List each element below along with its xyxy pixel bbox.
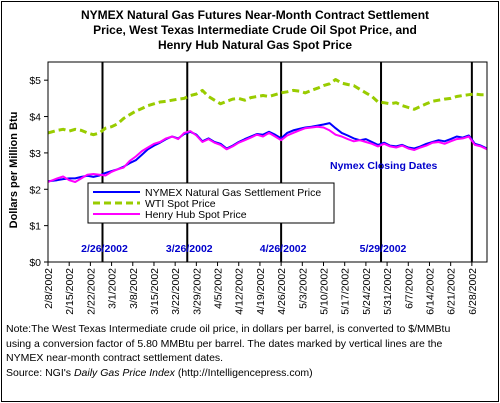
x-tick-label: 3/22/2002 <box>170 268 182 315</box>
chart-title: NYMEX Natural Gas Futures Near-Month Con… <box>40 8 470 53</box>
plot-area <box>47 61 488 263</box>
y-tick-label: $4 <box>29 112 41 124</box>
y-tick-label: $3 <box>29 148 41 160</box>
series-line-2 <box>47 125 488 183</box>
y-tick-label: $5 <box>29 75 41 87</box>
closing-date-label: 5/29/2002 <box>360 243 407 255</box>
x-tick-label: 3/1/2002 <box>107 268 119 309</box>
footnote: Note:The West Texas Intermediate crude o… <box>6 322 494 380</box>
x-tick-label: 4/12/2002 <box>234 268 246 315</box>
x-tick-label: 2/15/2002 <box>64 268 76 315</box>
x-tick-label: 5/17/2002 <box>340 268 352 315</box>
y-tick-label: $0 <box>29 257 41 269</box>
source-publication: Daily Gas Price Index <box>73 366 175 379</box>
legend-label: WTI Spot Price <box>145 198 216 210</box>
closing-dates-caption: Nymex Closing Dates <box>330 160 438 172</box>
x-tick-label: 3/8/2002 <box>128 268 140 309</box>
closing-date-label: 4/26/2002 <box>260 243 307 255</box>
x-tick-label: 2/22/2002 <box>85 268 97 315</box>
note-line-2: using a conversion factor of 5.80 MMBtu … <box>6 337 443 350</box>
x-tick-label: 5/3/2002 <box>297 268 309 309</box>
note-line-1: Note:The West Texas Intermediate crude o… <box>6 323 451 335</box>
x-tick-label: 3/15/2002 <box>149 268 161 315</box>
y-tick-label: $1 <box>29 221 41 233</box>
series-line-1 <box>47 78 487 137</box>
source-url: (http://Intelligencepress.com) <box>174 366 313 379</box>
x-tick-label: 5/24/2002 <box>361 268 373 315</box>
title-line-3: Henry Hub Natural Gas Spot Price <box>157 38 353 52</box>
x-tick-label: 6/21/2002 <box>446 268 458 315</box>
x-tick-label: 4/5/2002 <box>213 268 225 309</box>
title-line-2: Price, West Texas Intermediate Crude Oil… <box>93 23 417 37</box>
closing-date-label: 2/26/2002 <box>81 243 128 255</box>
x-tick-label: 2/8/2002 <box>43 268 55 309</box>
legend-label: NYMEX Natural Gas Settlement Price <box>145 187 321 199</box>
series-line-0 <box>47 122 488 183</box>
source-prefix: Source: NGI's <box>6 366 74 379</box>
legend-label: Henry Hub Spot Price <box>145 209 247 221</box>
note-source: Source: NGI's Daily Gas Price Index (htt… <box>6 366 494 381</box>
title-line-1: NYMEX Natural Gas Futures Near-Month Con… <box>80 8 430 22</box>
y-axis-label: Dollars per Million Btu <box>8 112 20 229</box>
x-tick-label: 6/14/2002 <box>424 268 436 315</box>
x-tick-label: 5/31/2002 <box>382 268 394 315</box>
x-tick-label: 6/7/2002 <box>403 268 415 309</box>
x-tick-label: 3/29/2002 <box>191 268 203 315</box>
note-line-3: NYMEX near-month contract settlement dat… <box>6 352 224 364</box>
x-tick-label: 6/28/2002 <box>467 268 479 315</box>
closing-date-label: 3/26/2002 <box>166 243 213 255</box>
x-tick-label: 5/10/2002 <box>319 268 331 315</box>
x-tick-label: 4/26/2002 <box>276 268 288 315</box>
x-tick-label: 4/19/2002 <box>255 268 267 315</box>
y-tick-label: $2 <box>29 184 41 196</box>
